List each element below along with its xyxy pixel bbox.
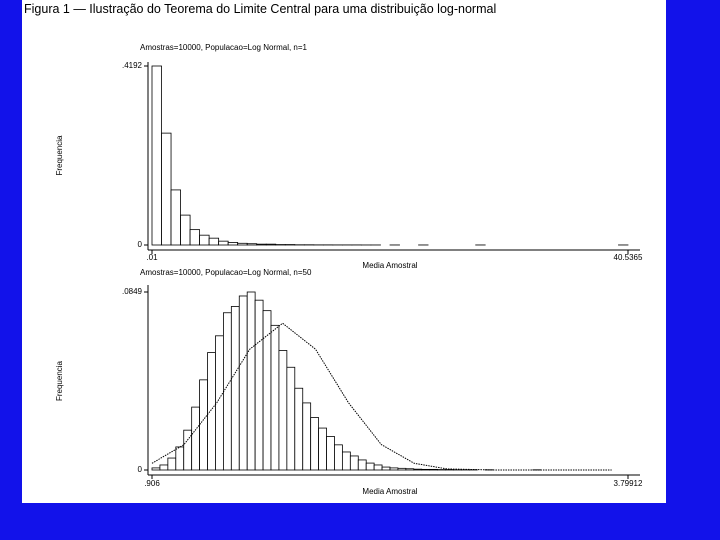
histogram-bar bbox=[218, 240, 229, 246]
histogram-bar bbox=[199, 379, 208, 471]
histogram-bar bbox=[278, 350, 288, 471]
x-axis-label: Media Amostral bbox=[362, 487, 417, 496]
histogram-bar bbox=[246, 291, 256, 471]
histogram-bar bbox=[373, 464, 383, 471]
histogram-bar bbox=[265, 243, 277, 246]
histogram-bar bbox=[230, 306, 240, 471]
histogram-bar bbox=[170, 189, 181, 246]
histogram-bar bbox=[294, 387, 304, 471]
histogram-bar bbox=[389, 467, 399, 471]
histogram-bar bbox=[159, 464, 169, 471]
histogram-bar bbox=[334, 444, 343, 471]
x-tick-label: .01 bbox=[146, 253, 158, 262]
figure-panel bbox=[22, 0, 666, 503]
histogram-bar bbox=[223, 312, 232, 471]
histogram-bar bbox=[397, 467, 407, 471]
chart-title: Amostras=10000, Populacao=Log Normal, n=… bbox=[140, 268, 312, 277]
histogram-bar bbox=[429, 468, 439, 471]
histogram-bar bbox=[341, 451, 351, 471]
y-tick-label: 0 bbox=[138, 465, 143, 474]
histogram-bar bbox=[302, 402, 312, 471]
histogram-bar bbox=[381, 466, 391, 471]
histogram-bar bbox=[189, 229, 201, 246]
histogram-bar bbox=[227, 242, 239, 246]
histogram-bar bbox=[421, 468, 431, 471]
y-tick-label: .0849 bbox=[122, 287, 143, 296]
histogram-bar bbox=[405, 468, 415, 471]
histogram-bar bbox=[207, 352, 216, 471]
histogram-bar bbox=[180, 214, 191, 246]
histogram-bar bbox=[199, 234, 210, 246]
histogram-bar bbox=[270, 324, 280, 471]
histogram-bar bbox=[413, 468, 423, 471]
chart-title: Amostras=10000, Populacao=Log Normal, n=… bbox=[140, 43, 308, 52]
histogram-bar bbox=[161, 132, 172, 246]
histogram-bar bbox=[191, 406, 200, 471]
histogram-bar bbox=[151, 467, 161, 471]
histogram-bar bbox=[175, 446, 185, 471]
y-tick-label: 0 bbox=[138, 240, 143, 249]
histogram-bar bbox=[286, 366, 296, 471]
histogram-bar bbox=[326, 436, 335, 471]
histogram-bar bbox=[365, 462, 375, 471]
histogram-bar bbox=[208, 237, 220, 246]
fit-curve bbox=[151, 322, 612, 471]
histogram-bar bbox=[262, 310, 272, 471]
histogram-bar bbox=[349, 455, 359, 471]
histogram-bar bbox=[151, 65, 162, 246]
x-tick-label: 3.79912 bbox=[614, 479, 643, 488]
histogram-bar bbox=[256, 243, 267, 246]
histogram-bar bbox=[254, 299, 264, 471]
histogram-bar bbox=[238, 295, 248, 471]
histogram-bar bbox=[167, 457, 177, 471]
x-tick-label: .906 bbox=[144, 479, 160, 488]
histogram-bar bbox=[357, 459, 367, 471]
y-axis-label: Frequencia bbox=[55, 135, 64, 176]
y-axis-label: Frequencia bbox=[55, 360, 64, 401]
x-tick-label: 40.5365 bbox=[614, 253, 643, 262]
histogram-bar bbox=[310, 417, 320, 471]
histogram-bar bbox=[237, 242, 248, 246]
figure-caption: Figura 1 — Ilustração do Teorema do Limi… bbox=[24, 2, 497, 16]
histogram-bar bbox=[246, 243, 258, 246]
y-tick-label: .4192 bbox=[122, 61, 143, 70]
histogram-bar bbox=[318, 427, 327, 471]
x-axis-label: Media Amostral bbox=[362, 261, 417, 270]
